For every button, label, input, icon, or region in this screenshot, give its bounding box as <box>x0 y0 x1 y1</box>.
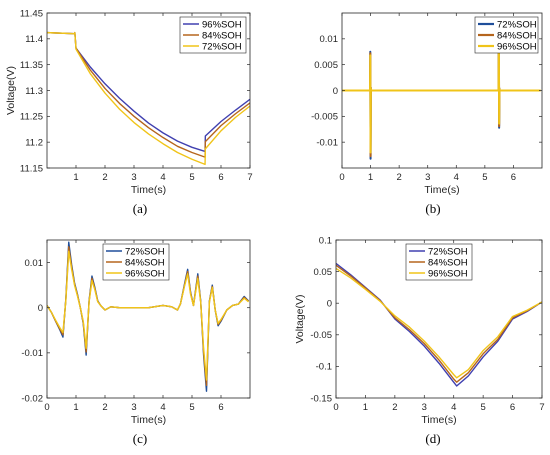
x-tick-label: 5 <box>189 402 194 413</box>
x-tick-label: 2 <box>396 172 401 183</box>
x-tick-label: 3 <box>422 402 427 413</box>
y-tick-label: 11.25 <box>20 112 43 123</box>
panel-caption: (b) <box>425 201 440 216</box>
x-tick-label: 5 <box>480 402 485 413</box>
legend-entry: 84%SOH <box>428 257 468 268</box>
x-tick-label: 6 <box>218 172 223 183</box>
x-tick-label: 1 <box>73 402 78 413</box>
x-tick-label: 2 <box>102 172 107 183</box>
y-tick-label: 11.3 <box>25 86 43 97</box>
chart-panel-1: 0 1 2 3 4 5 6 -0.01 -0.005 0 0.005 0.01 Time(s) 72%SO… <box>311 12 543 216</box>
x-tick-label: 4 <box>454 172 459 183</box>
y-tick-label: 0.01 <box>320 34 339 45</box>
y-axis-label: Voltage(V) <box>294 294 306 343</box>
y-tick-label: 0.01 <box>25 258 44 269</box>
y-tick-label: -0.1 <box>316 362 332 373</box>
series-group <box>342 22 541 160</box>
y-tick-label: -0.005 <box>311 112 338 123</box>
legend-entry: 84%SOH <box>202 30 242 41</box>
legend-entry: 72%SOH <box>497 19 537 30</box>
x-tick-label: 1 <box>368 172 373 183</box>
x-tick-label: 0 <box>44 402 49 413</box>
x-tick-label: 1 <box>363 402 368 413</box>
legend-entry: 84%SOH <box>497 30 537 41</box>
legend-entry: 72%SOH <box>428 246 468 257</box>
x-tick-label: 7 <box>247 172 252 183</box>
series-group <box>336 262 542 387</box>
y-tick-label: -0.01 <box>316 137 338 148</box>
chart-panel-0: 1 2 3 4 5 6 7 11.15 11.2 11.25 11.3 11.35 11.4 11.45 T… <box>5 8 253 216</box>
series-line-1 <box>336 264 542 383</box>
series-line-2 <box>47 250 249 381</box>
x-tick-label: 4 <box>451 402 456 413</box>
y-tick-label: 0 <box>327 299 332 310</box>
y-tick-label: 0.05 <box>314 267 333 278</box>
x-tick-label: 4 <box>160 402 165 413</box>
legend-entry: 96%SOH <box>428 268 468 279</box>
x-tick-label: 3 <box>425 172 430 183</box>
legend-entry: 72%SOH <box>125 246 165 257</box>
x-tick-label: 2 <box>392 402 397 413</box>
x-tick-label: 0 <box>339 172 344 183</box>
panel-caption: (c) <box>133 431 147 446</box>
y-axis-label: Voltage(V) <box>5 66 17 115</box>
y-tick-label: 11.2 <box>25 137 43 148</box>
y-tick-label: 11.35 <box>20 60 43 71</box>
y-tick-label: 11.15 <box>20 163 43 174</box>
axes-box <box>46 239 251 399</box>
x-axis-label: Time(s) <box>131 184 166 196</box>
x-axis-label: Time(s) <box>131 414 166 426</box>
x-tick-label: 2 <box>102 402 107 413</box>
legend-entry: 96%SOH <box>497 41 537 52</box>
chart-panel-2: 0 1 2 3 4 5 6 -0.02 -0.01 0 0.01 Time(s) 72%SOH84%SO… <box>21 239 251 446</box>
x-tick-label: 5 <box>482 172 487 183</box>
x-axis-label: Time(s) <box>421 414 456 426</box>
x-tick-label: 6 <box>511 172 516 183</box>
x-tick-label: 5 <box>189 172 194 183</box>
y-tick-label: -0.05 <box>310 330 332 341</box>
y-tick-label: 11.45 <box>20 8 43 19</box>
y-tick-label: 0 <box>38 303 43 314</box>
x-tick-label: 3 <box>131 402 136 413</box>
y-tick-label: 0.1 <box>319 235 332 246</box>
legend-entry: 72%SOH <box>202 41 242 52</box>
panel-caption: (a) <box>133 201 147 216</box>
legend-entry: 84%SOH <box>125 257 165 268</box>
x-tick-label: 1 <box>73 172 78 183</box>
x-tick-label: 6 <box>218 402 223 413</box>
axes-box <box>335 239 543 399</box>
x-axis-label: Time(s) <box>424 184 459 196</box>
y-tick-label: 0 <box>333 86 338 97</box>
y-tick-label: -0.02 <box>21 393 43 404</box>
chart-panel-3: 0 1 2 3 4 5 6 7 -0.15 -0.1 -0.05 0 0.05 0.1 Time(s) Vol… <box>294 235 545 446</box>
series-group <box>47 31 250 166</box>
y-tick-label: 11.4 <box>25 34 43 45</box>
legend-entry: 96%SOH <box>202 19 242 30</box>
y-tick-label: -0.01 <box>21 348 43 359</box>
y-tick-label: -0.15 <box>310 393 332 404</box>
x-tick-label: 3 <box>131 172 136 183</box>
series-line-2 <box>47 31 250 166</box>
y-tick-label: 0.005 <box>314 60 338 71</box>
series-line-2 <box>336 267 542 379</box>
x-tick-label: 0 <box>333 402 338 413</box>
x-tick-label: 4 <box>160 172 165 183</box>
panel-caption: (d) <box>425 431 440 446</box>
legend-entry: 96%SOH <box>125 268 165 279</box>
x-tick-label: 7 <box>539 402 544 413</box>
series-line-2 <box>342 30 541 154</box>
legend-box <box>179 16 247 54</box>
x-tick-label: 6 <box>510 402 515 413</box>
series-group <box>47 241 250 392</box>
